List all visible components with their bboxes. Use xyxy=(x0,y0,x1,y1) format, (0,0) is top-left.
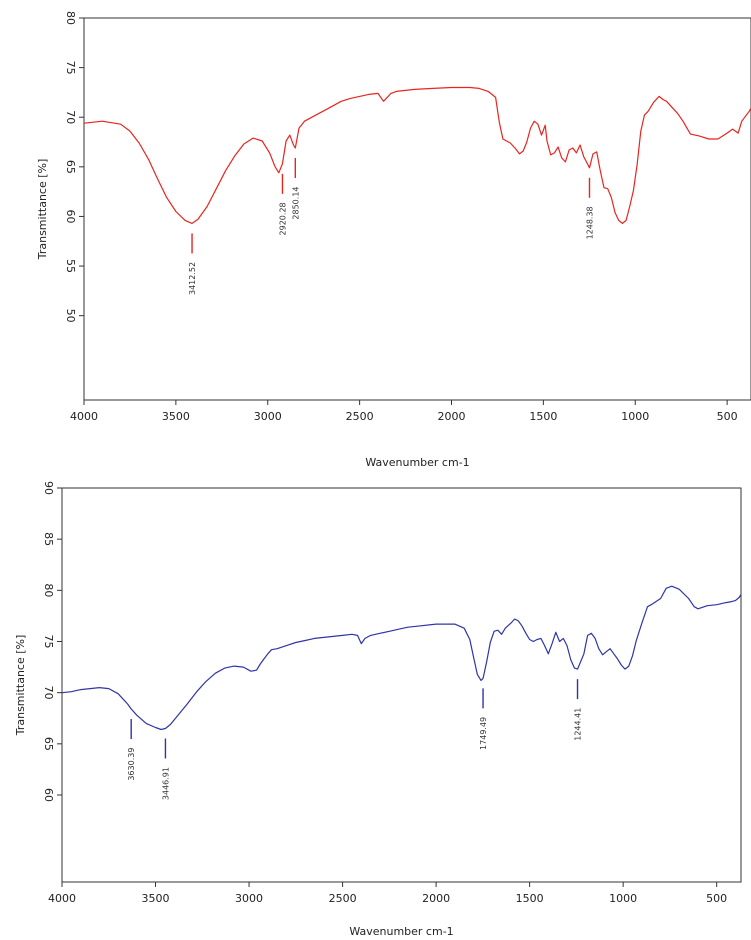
y-tick-label: 75 xyxy=(42,635,55,649)
y-tick-label: 80 xyxy=(64,11,77,25)
y-tick-label: 70 xyxy=(64,110,77,124)
x-tick-label: 2000 xyxy=(422,892,450,905)
peak-label: 1749.49 xyxy=(479,717,488,750)
spectrum-line xyxy=(61,585,742,731)
y-tick-label: 80 xyxy=(42,583,55,597)
y-tick-label: 65 xyxy=(64,160,77,174)
y-tick-label: 90 xyxy=(42,481,55,495)
y-tick-label: 85 xyxy=(42,532,55,546)
chart-panel-2: 4000 3500 3000 2500 2000 1500 1000 500 60 65 70 75 8… xyxy=(14,481,742,938)
y-tick-label: 75 xyxy=(64,61,77,75)
plot-frame xyxy=(83,17,751,401)
peak-label: 3412.52 xyxy=(188,262,197,295)
x-tick-label: 2500 xyxy=(346,410,374,423)
x-axis-title: Wavenumber cm-1 xyxy=(365,456,469,469)
x-tick-label: 1500 xyxy=(529,410,557,423)
x-tick-label: 1000 xyxy=(621,410,649,423)
y-tick-label: 55 xyxy=(64,259,77,273)
x-tick-label: 3500 xyxy=(162,410,190,423)
x-tick-label: 3000 xyxy=(235,892,263,905)
y-tick-label: 50 xyxy=(64,309,77,323)
spectrum-line xyxy=(83,86,751,224)
x-tick-label: 1000 xyxy=(609,892,637,905)
y-tick-label: 60 xyxy=(64,209,77,223)
chart-panel-1: 4000 3500 3000 2500 2000 1500 1000 500 50 55 60 65 7… xyxy=(36,11,751,469)
y-tick-label: 70 xyxy=(42,686,55,700)
y-tick-label: 65 xyxy=(42,737,55,751)
peak-label: 3630.39 xyxy=(127,748,136,781)
x-tick-label: 2000 xyxy=(437,410,465,423)
x-axis-title: Wavenumber cm-1 xyxy=(349,925,453,938)
x-tick-label: 4000 xyxy=(48,892,76,905)
x-tick-label: 2500 xyxy=(329,892,357,905)
x-tick-label: 500 xyxy=(717,410,738,423)
plot-frame xyxy=(61,487,742,883)
y-tick-label: 60 xyxy=(42,788,55,802)
peak-label: 3446.91 xyxy=(161,767,170,800)
x-tick-label: 3500 xyxy=(142,892,170,905)
peak-label: 1244.41 xyxy=(574,708,583,741)
peak-label: 1248.38 xyxy=(585,206,594,239)
y-axis-title: Transmittance [%] xyxy=(14,635,27,737)
y-axis-title: Transmittance [%] xyxy=(36,159,49,261)
x-tick-label: 3000 xyxy=(254,410,282,423)
x-tick-label: 4000 xyxy=(70,410,98,423)
peak-label: 2850.14 xyxy=(291,186,300,219)
x-tick-label: 1500 xyxy=(516,892,544,905)
peak-label: 2920.28 xyxy=(278,202,287,235)
x-tick-label: 500 xyxy=(706,892,727,905)
